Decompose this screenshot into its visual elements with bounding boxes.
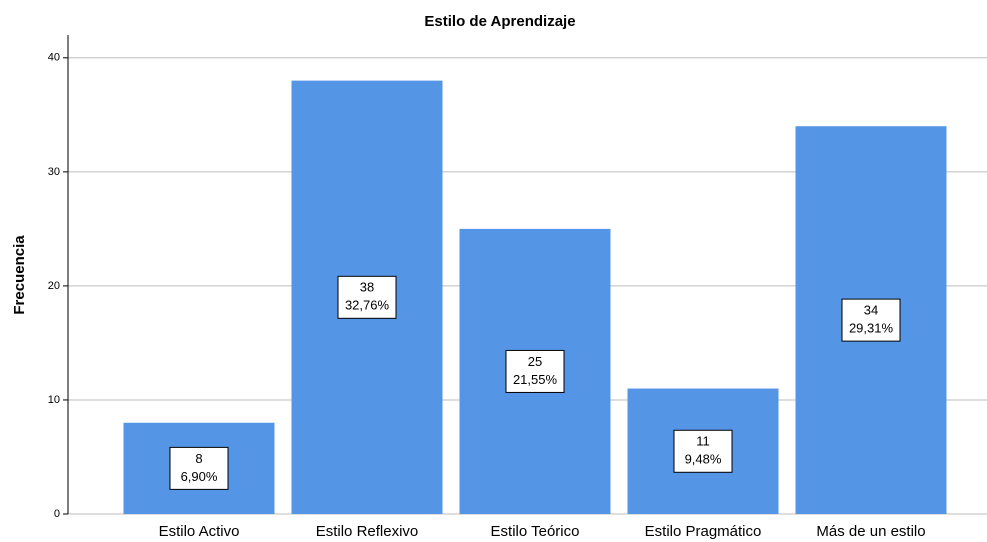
percent-label: 9,48% (685, 452, 722, 467)
x-tick-label: Estilo Pragmático (645, 523, 762, 540)
data-label-box (841, 298, 901, 342)
percent-label: 21,55% (513, 372, 558, 387)
data-label: 34 (864, 303, 878, 318)
x-tick-label: Estilo Reflexivo (316, 523, 419, 540)
data-label: 25 (528, 354, 542, 369)
x-tick-label: Estilo Teórico (491, 523, 580, 540)
y-axis-label: Frecuencia (11, 235, 28, 315)
data-label: 38 (360, 280, 374, 295)
y-tick-label: 30 (48, 166, 60, 178)
percent-label: 6,90% (181, 469, 218, 484)
y-tick-label: 10 (48, 394, 60, 406)
x-tick-label: Más de un estilo (816, 523, 925, 540)
percent-label: 29,31% (849, 321, 894, 336)
percent-label: 32,76% (345, 298, 390, 313)
y-tick-label: 40 (48, 52, 60, 64)
data-label-box (673, 429, 733, 473)
data-label: 8 (195, 451, 202, 466)
data-label-box (337, 275, 397, 319)
y-tick-label: 20 (48, 280, 60, 292)
data-label: 11 (696, 434, 710, 449)
x-tick-label: Estilo Activo (159, 523, 240, 540)
data-label-box (505, 349, 565, 393)
data-label-box (169, 446, 229, 490)
chart-title: Estilo de Aprendizaje (424, 13, 575, 30)
y-tick-label: 0 (54, 508, 60, 520)
